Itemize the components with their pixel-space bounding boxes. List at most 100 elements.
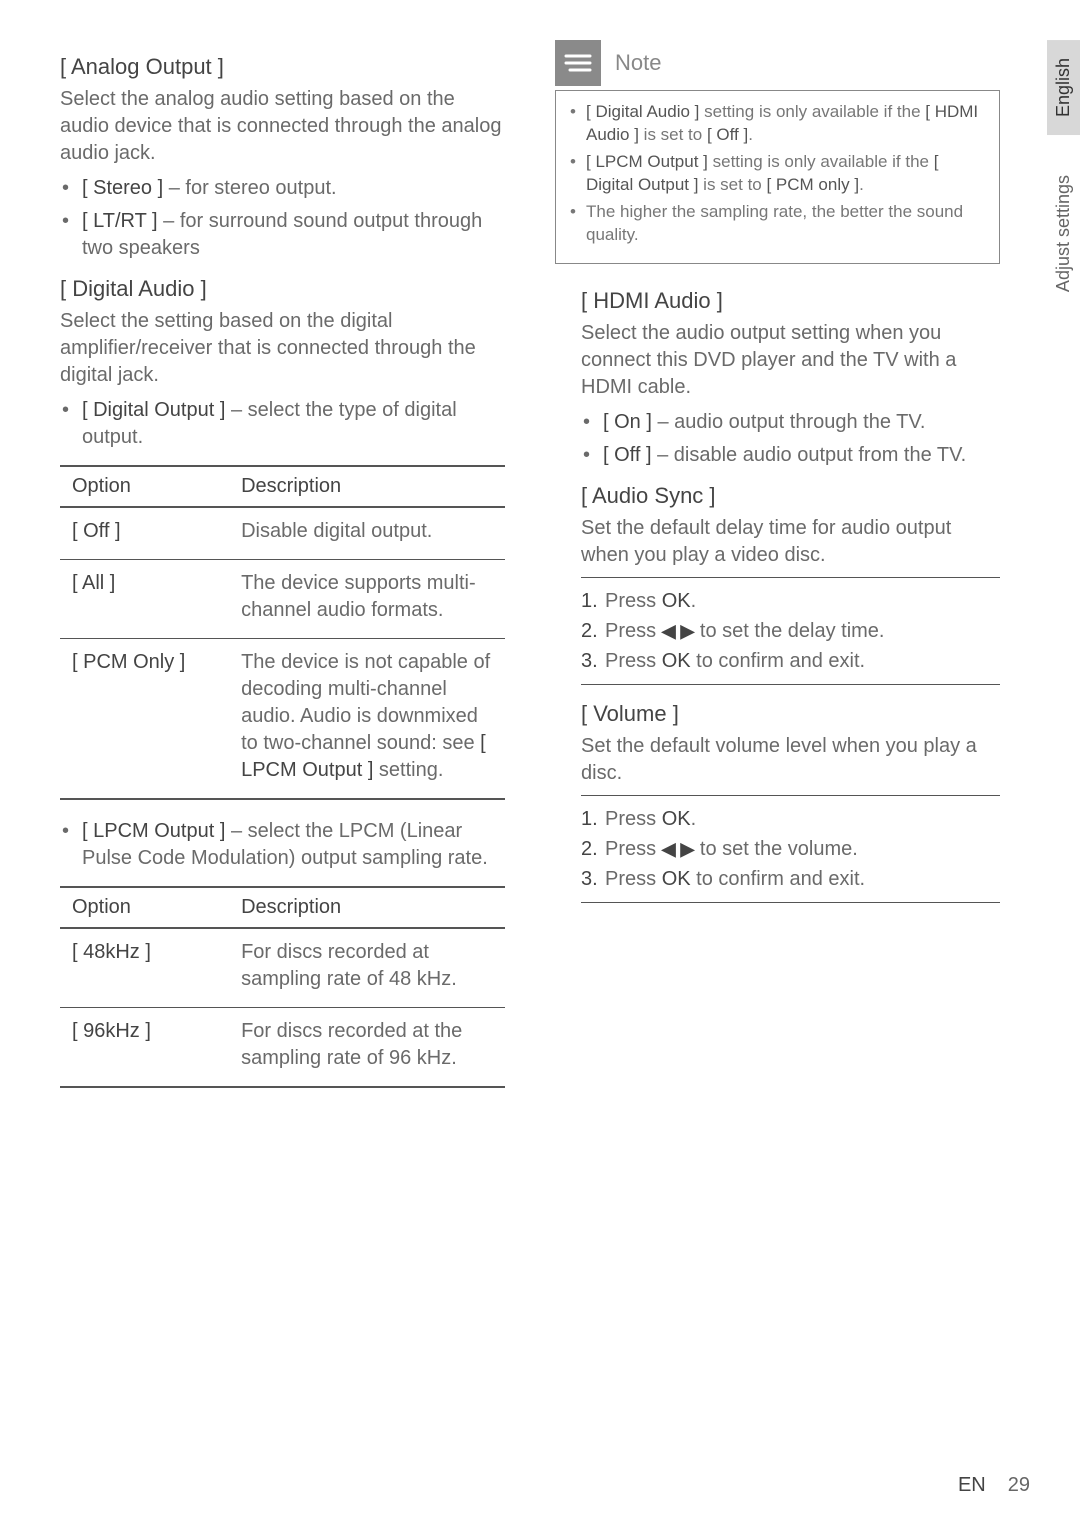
t: setting is only available if the — [699, 102, 925, 121]
digital-output-table: Option Description [ Off ] Disable digit… — [60, 465, 505, 800]
hdmi-desc: Select the audio output setting when you… — [581, 320, 1000, 401]
t: Press — [605, 590, 662, 612]
digital-output-bullet: [ Digital Output ] – select the type of … — [60, 397, 505, 451]
t: Press — [605, 650, 662, 672]
option-label: [ 96kHz ] — [72, 1020, 151, 1042]
b: OK — [662, 590, 691, 612]
table-row: [ All ] The device supports multi-channe… — [60, 560, 505, 639]
page-footer: EN29 — [958, 1474, 1030, 1497]
left-right-arrow-icon: ◀ ▶ — [662, 621, 695, 641]
option-label: [ PCM Only ] — [72, 651, 185, 673]
b: [ LPCM Output ] — [586, 152, 708, 171]
label: [ LT/RT ] — [82, 210, 158, 232]
option-desc: For discs recorded at sampling rate of 4… — [229, 928, 505, 1008]
step: Press OK. — [605, 586, 1000, 616]
b: OK — [662, 808, 691, 830]
t: is set to — [698, 175, 766, 194]
t: . — [748, 125, 753, 144]
note-block: Note [ Digital Audio ] setting is only a… — [555, 40, 1000, 264]
hdmi-list: [ On ] – audio output through the TV. [ … — [581, 409, 1000, 469]
digital-output-item: [ Digital Output ] – select the type of … — [82, 397, 505, 451]
note-item: [ Digital Audio ] setting is only availa… — [570, 101, 985, 147]
t: is set to — [639, 125, 707, 144]
sync-desc: Set the default delay time for audio out… — [581, 515, 1000, 569]
step: Press OK. — [605, 804, 1000, 834]
t: to confirm and exit. — [691, 868, 866, 890]
analog-item-ltrt: [ LT/RT ] – for surround sound output th… — [82, 208, 505, 262]
t: setting is only available if the — [708, 152, 934, 171]
note-title: Note — [615, 50, 661, 76]
option-label: [ 48kHz ] — [72, 941, 151, 963]
b: OK — [662, 650, 691, 672]
t: Press — [605, 808, 662, 830]
rest: – for stereo output. — [163, 177, 336, 199]
analog-item-stereo: [ Stereo ] – for stereo output. — [82, 175, 505, 202]
heading-audio-sync: [ Audio Sync ] — [581, 483, 1000, 509]
table-head: Option Description — [60, 466, 505, 507]
page: [ Analog Output ] Select the analog audi… — [0, 0, 1080, 1527]
step: Press ◀ ▶ to set the volume. — [605, 834, 1000, 864]
volume-desc: Set the default volume level when you pl… — [581, 733, 1000, 787]
volume-steps: Press OK. Press ◀ ▶ to set the volume. P… — [581, 795, 1000, 903]
option-label: [ All ] — [72, 572, 115, 594]
t: to confirm and exit. — [691, 650, 866, 672]
note-header: Note — [555, 40, 1000, 86]
digital-desc: Select the setting based on the digital … — [60, 308, 505, 389]
page-number: 29 — [1008, 1474, 1030, 1496]
table-row: [ 96kHz ] For discs recorded at the samp… — [60, 1008, 505, 1088]
t: Press — [605, 620, 662, 642]
t: . — [859, 175, 864, 194]
note-icon — [555, 40, 601, 86]
option-desc: The device is not capable of decoding mu… — [229, 639, 505, 800]
lpcm-bullet: [ LPCM Output ] – select the LPCM (Linea… — [60, 818, 505, 872]
table-head: Option Description — [60, 887, 505, 928]
heading-digital-audio: [ Digital Audio ] — [60, 276, 505, 302]
b: [ PCM only ] — [766, 175, 859, 194]
t: to set the delay time. — [694, 620, 884, 642]
t: Press — [605, 868, 662, 890]
note-box: [ Digital Audio ] setting is only availa… — [555, 90, 1000, 264]
heading-volume: [ Volume ] — [581, 701, 1000, 727]
label: [ Off ] — [603, 444, 652, 466]
pre: The device is not capable of decoding mu… — [241, 651, 490, 754]
b: [ Off ] — [707, 125, 748, 144]
right-indent: [ HDMI Audio ] Select the audio output s… — [555, 288, 1000, 903]
label: [ Stereo ] — [82, 177, 163, 199]
post: setting. — [373, 759, 443, 781]
option-label: [ Off ] — [72, 520, 121, 542]
b: [ Digital Audio ] — [586, 102, 699, 121]
t: to set the volume. — [694, 838, 857, 860]
sync-steps: Press OK. Press ◀ ▶ to set the delay tim… — [581, 577, 1000, 685]
heading-hdmi-audio: [ HDMI Audio ] — [581, 288, 1000, 314]
b: OK — [662, 868, 691, 890]
step: Press OK to confirm and exit. — [605, 646, 1000, 676]
step: Press OK to confirm and exit. — [605, 864, 1000, 894]
col-description: Description — [229, 887, 505, 928]
t: . — [691, 808, 697, 830]
label: [ Digital Output ] — [82, 399, 225, 421]
note-item: [ LPCM Output ] setting is only availabl… — [570, 151, 985, 197]
hdmi-item-off: [ Off ] – disable audio output from the … — [603, 442, 1000, 469]
option-desc: For discs recorded at the sampling rate … — [229, 1008, 505, 1088]
table-row: [ PCM Only ] The device is not capable o… — [60, 639, 505, 800]
col-description: Description — [229, 466, 505, 507]
label: [ On ] — [603, 411, 652, 433]
note-item: The higher the sampling rate, the better… — [570, 201, 985, 247]
right-column: Note [ Digital Audio ] setting is only a… — [555, 40, 1030, 1497]
option-desc: Disable digital output. — [229, 507, 505, 560]
heading-analog-output: [ Analog Output ] — [60, 54, 505, 80]
analog-desc: Select the analog audio setting based on… — [60, 86, 505, 167]
table-row: [ 48kHz ] For discs recorded at sampling… — [60, 928, 505, 1008]
col-option: Option — [60, 466, 229, 507]
left-right-arrow-icon: ◀ ▶ — [662, 839, 695, 859]
lpcm-item: [ LPCM Output ] – select the LPCM (Linea… — [82, 818, 505, 872]
hdmi-item-on: [ On ] – audio output through the TV. — [603, 409, 1000, 436]
t: Press — [605, 838, 662, 860]
rest: – audio output through the TV. — [652, 411, 926, 433]
analog-list: [ Stereo ] – for stereo output. [ LT/RT … — [60, 175, 505, 262]
rest: – disable audio output from the TV. — [652, 444, 967, 466]
left-column: [ Analog Output ] Select the analog audi… — [60, 40, 515, 1497]
label: [ LPCM Output ] — [82, 820, 225, 842]
t: . — [691, 590, 697, 612]
option-desc: The device supports multi-channel audio … — [229, 560, 505, 639]
